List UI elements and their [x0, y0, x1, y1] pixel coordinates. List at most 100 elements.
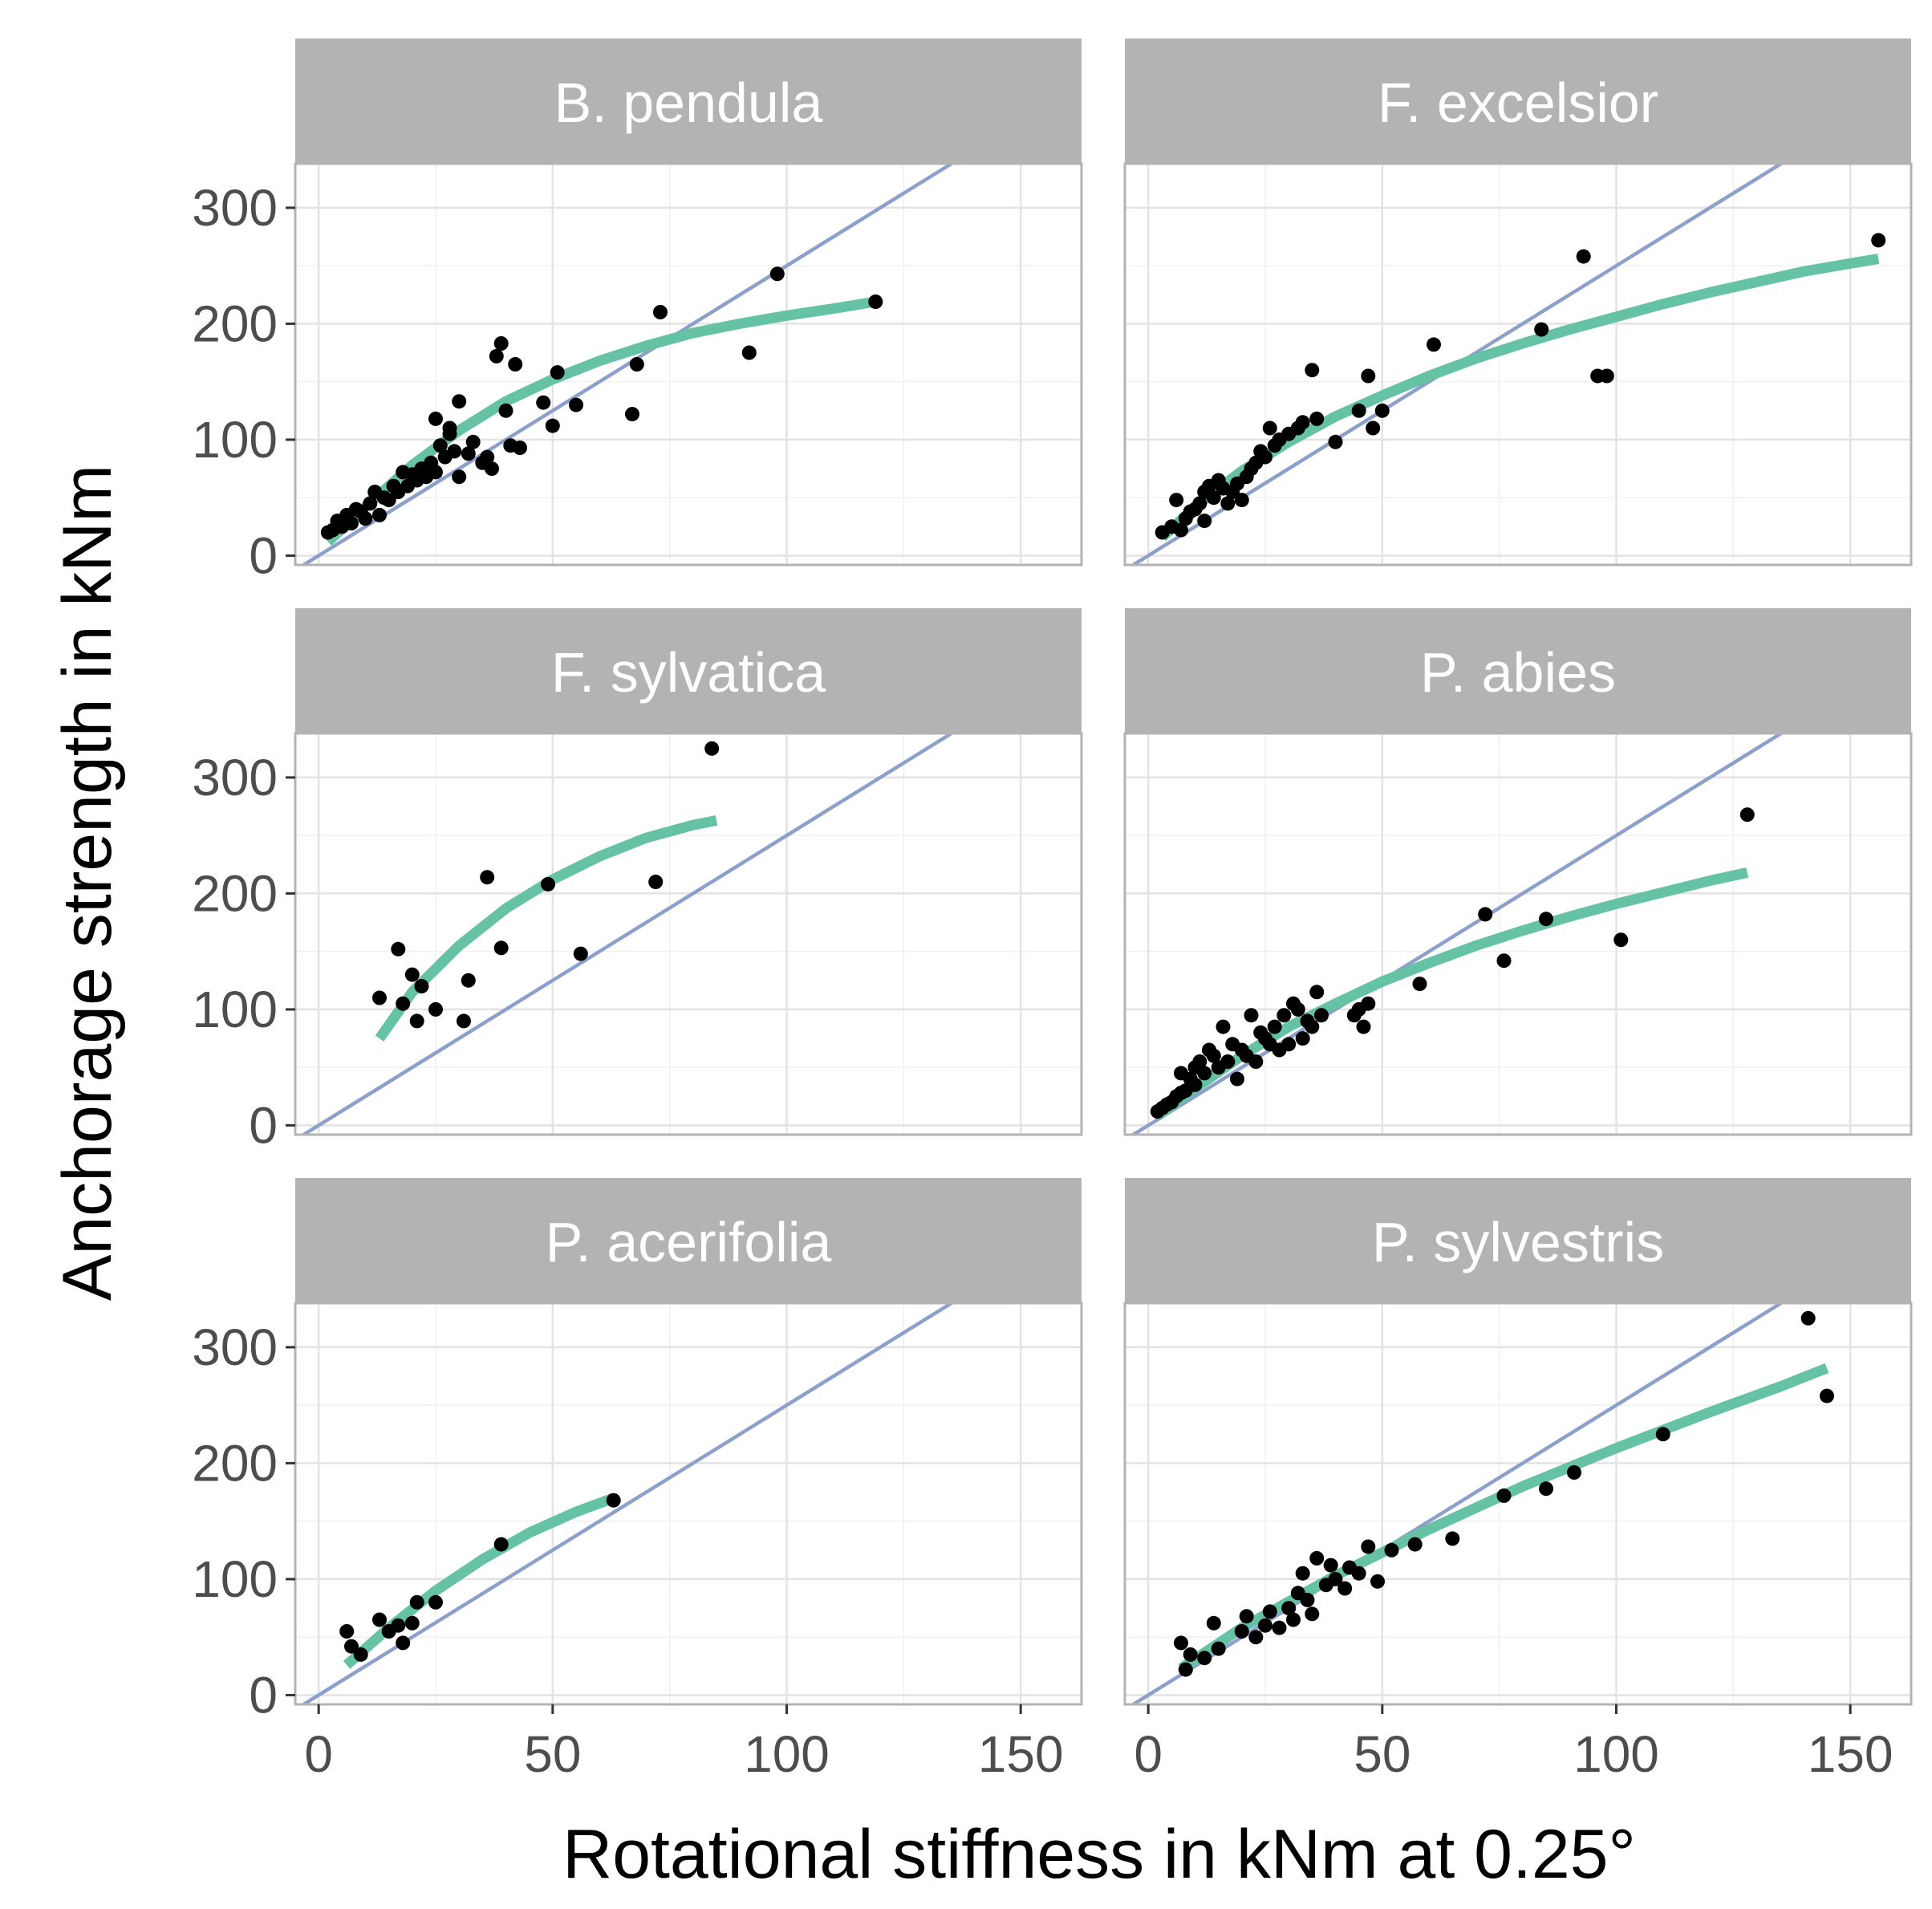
data-point: [1534, 322, 1549, 337]
data-point: [447, 444, 462, 459]
panel-border: [294, 1302, 1083, 1706]
data-point: [1309, 411, 1325, 426]
data-point: [428, 1594, 443, 1610]
data-point: [1230, 1071, 1244, 1087]
data-point: [372, 507, 387, 522]
panel-border: [1123, 162, 1913, 567]
data-point: [1800, 1310, 1816, 1326]
data-point: [1576, 249, 1591, 264]
data-point: [769, 266, 785, 282]
facet-strip-title: P. sylvestris: [1372, 1211, 1664, 1273]
data-point: [358, 511, 373, 526]
facet-panels: B. pendula F. excelsior F. sylvatica P. abi…: [294, 39, 1913, 1706]
data-point: [489, 348, 504, 364]
facet-strip: [295, 1178, 1082, 1303]
data-point: [1290, 1001, 1305, 1017]
data-point: [1445, 1531, 1460, 1546]
data-point: [409, 1013, 424, 1029]
data-point: [1239, 1609, 1254, 1624]
data-point: [1169, 493, 1184, 508]
data-point: [404, 1615, 420, 1631]
y-axis-title: Anchorage strength in kNm: [49, 465, 126, 1301]
data-point: [569, 397, 583, 412]
data-point: [1262, 1604, 1277, 1619]
data-point: [704, 741, 720, 756]
data-point: [1374, 403, 1390, 418]
data-point: [344, 516, 359, 530]
data-point: [461, 973, 476, 988]
data-point: [1258, 1618, 1272, 1633]
data-point: [1276, 1008, 1292, 1023]
data-point: [1295, 1031, 1310, 1046]
data-point: [1220, 496, 1236, 511]
panel-background: [1125, 1303, 1911, 1704]
panel-border: [1123, 732, 1913, 1136]
data-point: [648, 875, 664, 889]
data-point: [493, 940, 509, 956]
data-point: [1370, 1574, 1385, 1589]
data-point: [1262, 420, 1277, 436]
data-point: [396, 996, 411, 1011]
data-point: [1211, 1641, 1226, 1656]
data-point: [1248, 1630, 1264, 1645]
data-point: [428, 411, 443, 426]
facet-panel-2: F. excelsior: [1123, 39, 1913, 567]
y-tick-label: 0: [249, 526, 278, 584]
data-point: [1216, 1019, 1231, 1034]
facet-strip: [1125, 39, 1911, 164]
data-point: [1244, 1008, 1259, 1023]
data-point: [485, 461, 499, 477]
data-point: [461, 446, 476, 461]
facet-strip-title: F. sylvatica: [551, 641, 826, 704]
data-point: [1206, 1048, 1221, 1063]
data-point: [541, 876, 555, 892]
panel-border: [294, 732, 1083, 1136]
data-point: [1192, 496, 1208, 511]
data-point: [1539, 912, 1553, 927]
data-point: [372, 990, 387, 1005]
data-point: [498, 403, 513, 418]
data-point: [653, 305, 668, 319]
data-point: [480, 870, 495, 885]
x-tick-label: 100: [744, 1725, 830, 1783]
data-point: [1305, 1606, 1320, 1622]
data-point: [508, 357, 523, 372]
y-tick-label: 200: [192, 1434, 278, 1492]
data-point: [1496, 1488, 1512, 1503]
x-tick-label: 100: [1573, 1725, 1659, 1783]
panel-plot-area: [1130, 733, 1785, 1135]
data-point: [545, 418, 560, 433]
data-point: [1305, 363, 1320, 378]
data-point: [404, 967, 420, 982]
data-point: [1366, 420, 1381, 436]
data-point: [1361, 368, 1376, 384]
data-point: [428, 465, 443, 480]
data-point: [1356, 1019, 1371, 1034]
y-tick-label: 300: [192, 749, 278, 806]
data-point: [391, 1618, 406, 1633]
y-tick-label: 300: [192, 179, 278, 237]
data-point: [1272, 1620, 1287, 1635]
data-point: [452, 469, 467, 485]
data-point: [1197, 1651, 1212, 1666]
x-tick-label: 150: [1808, 1725, 1893, 1783]
data-point: [339, 1624, 355, 1639]
data-point: [480, 449, 495, 465]
data-point: [1820, 1388, 1834, 1403]
panel-background: [295, 1303, 1082, 1704]
facet-panel-3: F. sylvatica: [294, 608, 1083, 1136]
data-point: [1361, 1539, 1376, 1554]
data-point: [1351, 1566, 1366, 1581]
data-point: [1328, 1571, 1343, 1586]
data-point: [1309, 1550, 1325, 1566]
data-point: [428, 1001, 443, 1017]
data-point: [452, 394, 467, 409]
facet-strip: [1125, 608, 1911, 733]
data-point: [353, 1647, 368, 1662]
facet-strip-title: F. excelsior: [1378, 71, 1658, 134]
data-point: [1183, 1647, 1198, 1662]
data-point: [606, 1493, 621, 1508]
data-point: [493, 336, 509, 351]
facet-panel-4: P. abies: [1123, 608, 1913, 1136]
data-point: [465, 434, 481, 449]
